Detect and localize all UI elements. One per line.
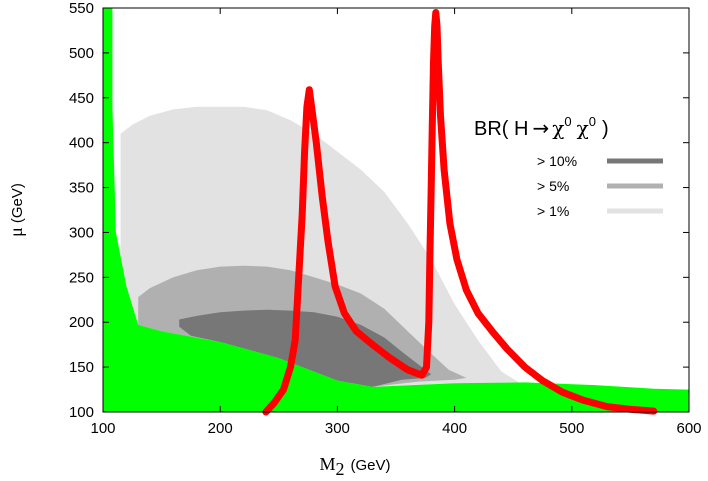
x-axis-label: M2 (GeV) bbox=[319, 454, 390, 479]
x-tick-label-600: 600 bbox=[676, 420, 701, 437]
y-tick-label-450: 450 bbox=[69, 90, 94, 107]
x-tick-label-100: 100 bbox=[90, 420, 115, 437]
plot-frame bbox=[102, 7, 690, 413]
y-tick-label-200: 200 bbox=[69, 314, 94, 331]
legend-label-3: > 1% bbox=[537, 203, 569, 219]
y-tick-label-100: 100 bbox=[69, 404, 94, 421]
legend-label-2: > 5% bbox=[537, 178, 569, 194]
x-tick-label-500: 500 bbox=[559, 420, 584, 437]
x-tick-label-200: 200 bbox=[208, 420, 233, 437]
y-tick-label-400: 400 bbox=[69, 135, 94, 152]
y-tick-label-550: 550 bbox=[69, 0, 94, 17]
region-green-region bbox=[103, 8, 689, 412]
y-tick-label-500: 500 bbox=[69, 45, 94, 62]
y-tick-label-350: 350 bbox=[69, 180, 94, 197]
y-tick-label-300: 300 bbox=[69, 224, 94, 241]
ticks-layer: 100 200 300 400 500 600 100 150 200 250 300 350 400 4… bbox=[69, 0, 702, 437]
curve-red-curve bbox=[262, 9, 658, 416]
region-br-10 bbox=[179, 309, 432, 387]
curves-layer bbox=[262, 9, 658, 416]
x-tick-label-400: 400 bbox=[442, 420, 467, 437]
x-tick-label-300: 300 bbox=[325, 420, 350, 437]
legend-label-1: > 10% bbox=[537, 153, 577, 169]
legend-title: BR( H → χ0 χ0) bbox=[474, 114, 609, 140]
y-tick-label-250: 250 bbox=[69, 269, 94, 286]
y-axis-label: μ(GeV) bbox=[6, 183, 26, 237]
legend-entries: > 10% > 5% > 1% bbox=[537, 153, 663, 219]
y-tick-label-150: 150 bbox=[69, 359, 94, 376]
